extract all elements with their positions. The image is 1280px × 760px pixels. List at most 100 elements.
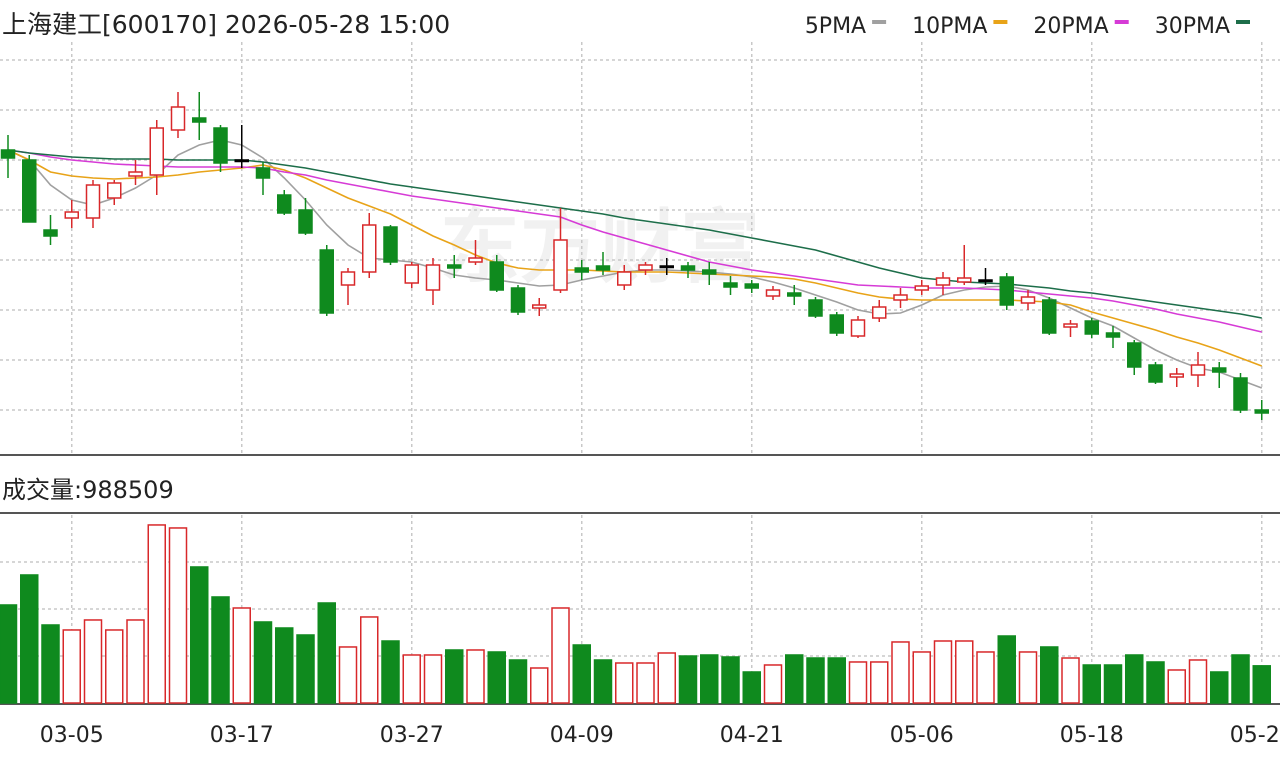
volume-bar — [423, 654, 443, 704]
candle-body — [404, 264, 419, 284]
candle-body — [170, 106, 186, 131]
candle-body — [765, 289, 781, 297]
volume-bar — [763, 664, 783, 704]
volume-bar — [1125, 654, 1144, 704]
candle-body — [234, 159, 249, 163]
legend-swatch — [993, 20, 1008, 24]
legend-label: 5PMA — [805, 14, 866, 39]
candle-body — [1233, 377, 1248, 411]
candle-body — [723, 282, 738, 288]
x-tick-label: 05-28 — [1230, 723, 1280, 748]
volume-bar — [126, 619, 145, 704]
candle-body — [702, 269, 717, 275]
candle-body — [149, 127, 164, 176]
volume-bar — [1210, 671, 1229, 704]
volume-bar — [1103, 664, 1123, 704]
candle-body — [1084, 320, 1099, 335]
volume-bar — [1040, 646, 1059, 704]
volume-bar — [551, 607, 570, 704]
volume-bar — [0, 604, 18, 704]
chart-title: 上海建工[600170] 2026-05-28 15:00 — [2, 10, 450, 39]
volume-bar — [402, 654, 421, 704]
volume-bar — [381, 640, 400, 704]
candle-body — [447, 264, 462, 269]
candle-body — [1127, 342, 1142, 368]
candle-body — [1190, 364, 1206, 376]
candle-body — [744, 283, 759, 289]
candle-body — [787, 292, 802, 297]
candle-body — [617, 271, 632, 286]
candle-body — [1148, 364, 1163, 383]
volume-bar — [976, 651, 995, 704]
volume-bar — [317, 602, 336, 704]
candle-body — [1105, 332, 1121, 338]
volume-value: 988509 — [82, 476, 174, 504]
legend-label: 10PMA — [912, 14, 987, 39]
volume-label: 成交量:988509 — [2, 476, 174, 504]
candle-body — [489, 261, 504, 291]
volume-bar — [742, 671, 761, 704]
candle-body — [1212, 367, 1227, 373]
candle-body — [957, 277, 972, 283]
volume-bar — [211, 596, 230, 704]
moving-average-line — [7, 149, 1262, 333]
volume-bar — [572, 644, 591, 704]
volume-bar — [338, 646, 358, 704]
x-tick-label: 04-09 — [550, 723, 614, 748]
candle-body — [680, 265, 696, 271]
volume-bar — [530, 667, 549, 704]
candle-body — [64, 211, 79, 219]
volume-bar — [1018, 651, 1038, 704]
candle-body — [340, 271, 356, 286]
volume-bar — [636, 662, 655, 704]
volume-bar — [190, 566, 209, 704]
candle-body — [1020, 296, 1036, 304]
candle-body — [999, 276, 1014, 306]
volume-bar — [487, 651, 506, 704]
volume-label-text: 成交量: — [2, 476, 82, 504]
volume-bar — [253, 621, 273, 704]
volume-bar — [700, 654, 719, 704]
candle-body — [872, 306, 887, 319]
candle-body — [659, 265, 674, 269]
candle-body — [425, 264, 441, 291]
candle-body — [893, 294, 908, 301]
candle-body — [383, 226, 398, 263]
candle-body — [0, 149, 16, 159]
candle-body — [1042, 299, 1057, 334]
candle-body — [255, 167, 271, 179]
volume-bar — [997, 635, 1016, 704]
volume-bar — [912, 651, 931, 704]
candle-body — [829, 314, 844, 334]
volume-bar — [232, 607, 251, 704]
volume-bar — [275, 627, 294, 704]
volume-bar — [445, 649, 464, 704]
legend-swatch — [1236, 20, 1250, 24]
candle-body — [1063, 323, 1078, 328]
candle-body — [107, 182, 122, 199]
volume-bar — [1061, 657, 1080, 704]
candle-body — [192, 117, 207, 123]
volume-bar — [678, 655, 698, 704]
candle-body — [574, 267, 589, 273]
candle-body — [1169, 373, 1184, 378]
x-tick-label: 05-06 — [890, 723, 954, 748]
candle-body — [935, 277, 951, 286]
candle-body — [808, 299, 823, 317]
volume-bar — [62, 629, 81, 704]
x-tick-label: 03-27 — [380, 723, 444, 748]
volume-bar — [1167, 669, 1186, 704]
volume-bar — [1188, 659, 1208, 704]
candle-body — [468, 257, 483, 263]
volume-bar — [508, 659, 528, 704]
volume-bar — [296, 634, 315, 704]
volume-bar — [848, 661, 868, 704]
volume-bar — [806, 657, 825, 704]
candle-body — [319, 249, 334, 314]
legend-swatch — [1114, 20, 1129, 24]
volume-bar — [466, 649, 485, 704]
volume-bar — [785, 654, 804, 704]
candle-body — [532, 304, 547, 309]
x-tick-label: 05-18 — [1060, 723, 1124, 748]
